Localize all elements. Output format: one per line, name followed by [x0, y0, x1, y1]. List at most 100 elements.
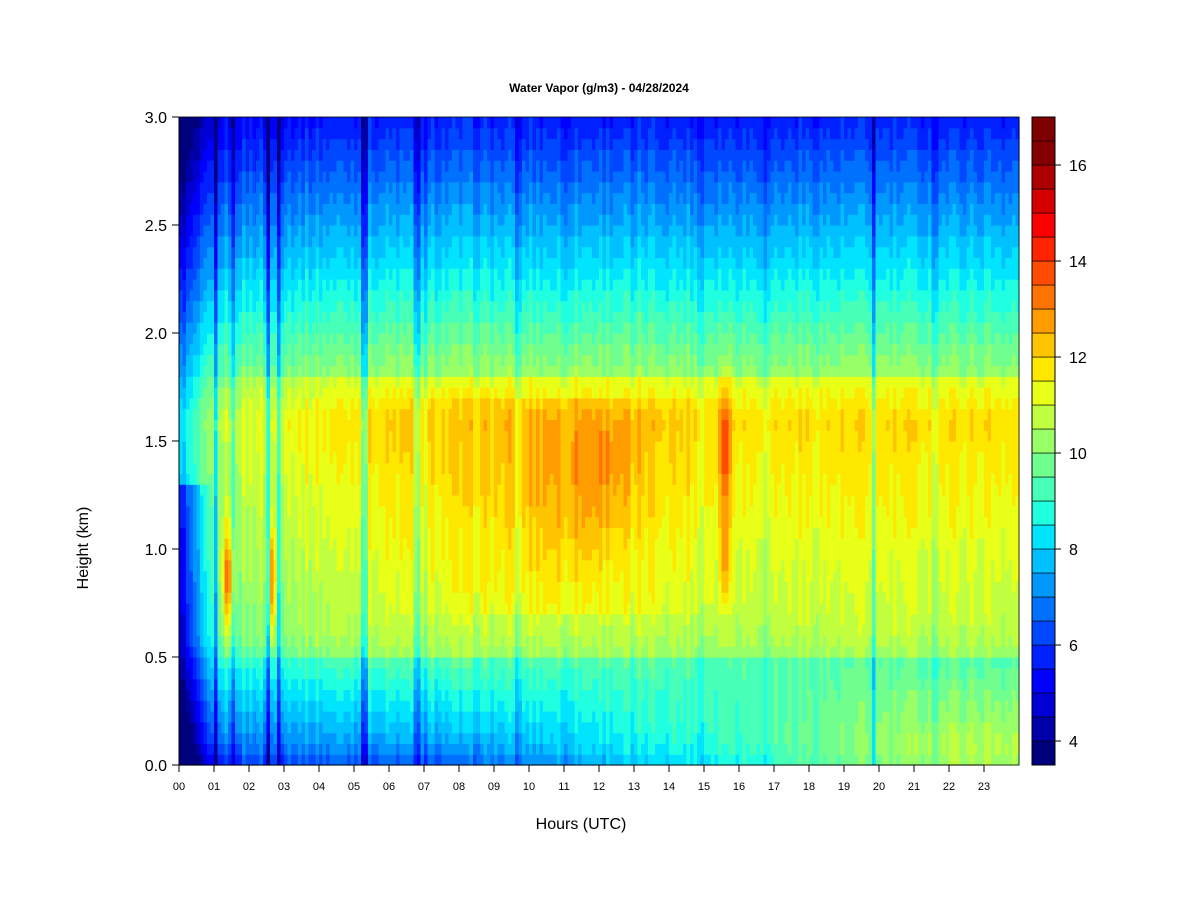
heatmap-cell — [315, 354, 320, 366]
heatmap-cell — [326, 732, 331, 744]
heatmap-cell — [315, 495, 320, 507]
heatmap-cell — [375, 365, 380, 377]
heatmap-cell — [336, 160, 341, 172]
heatmap-cell — [396, 441, 401, 453]
heatmap-cell — [256, 279, 261, 291]
heatmap-cell — [371, 311, 376, 323]
heatmap-cell — [406, 138, 411, 150]
heatmap-cell — [238, 451, 243, 464]
heatmap-cell — [431, 397, 436, 410]
heatmap-cell — [340, 646, 345, 658]
heatmap-cell — [249, 592, 254, 604]
heatmap-cell — [410, 279, 415, 291]
heatmap-cell — [343, 322, 348, 334]
heatmap-cell — [340, 311, 345, 323]
heatmap-cell — [336, 225, 341, 237]
heatmap-cell — [410, 171, 415, 183]
heatmap-cell — [319, 171, 324, 183]
heatmap-cell — [193, 214, 198, 226]
heatmap-cell — [329, 484, 334, 496]
heatmap-cell — [294, 700, 299, 712]
heatmap-cell — [231, 214, 236, 226]
heatmap-cell — [448, 635, 453, 647]
heatmap-cell — [235, 538, 240, 550]
heatmap-cell — [368, 581, 373, 593]
heatmap-cell — [403, 603, 408, 615]
heatmap-cell — [413, 333, 418, 345]
heatmap-cell — [263, 700, 268, 712]
heatmap-cell — [357, 549, 362, 561]
heatmap-cell — [266, 549, 271, 561]
heatmap-cell — [368, 451, 373, 464]
heatmap-cell — [277, 657, 282, 669]
heatmap-cell — [189, 311, 194, 323]
heatmap-cell — [284, 279, 289, 291]
heatmap-cell — [371, 138, 376, 150]
heatmap-cell — [203, 203, 208, 215]
heatmap-cell — [354, 149, 359, 161]
heatmap-cell — [420, 149, 425, 161]
heatmap-cell — [193, 473, 198, 485]
heatmap-cell — [287, 732, 292, 744]
heatmap-cell — [298, 214, 303, 226]
heatmap-cell — [340, 127, 345, 140]
heatmap-cell — [431, 570, 436, 582]
heatmap-cell — [364, 300, 369, 312]
heatmap-cell — [431, 289, 436, 302]
heatmap-cell — [459, 127, 464, 140]
heatmap-cell — [340, 289, 345, 302]
heatmap-cell — [420, 581, 425, 593]
heatmap-cell — [270, 603, 275, 615]
heatmap-cell — [368, 289, 373, 302]
heatmap-cell — [347, 376, 352, 388]
heatmap-cell — [368, 149, 373, 161]
heatmap-cell — [224, 754, 229, 766]
heatmap-cell — [406, 354, 411, 366]
heatmap-cell — [420, 214, 425, 226]
heatmap-cell — [417, 160, 422, 172]
heatmap-cell — [217, 754, 222, 766]
heatmap-cell — [420, 624, 425, 636]
heatmap-cell — [249, 441, 254, 453]
heatmap-cell — [364, 667, 369, 680]
heatmap-cell — [221, 754, 226, 766]
heatmap-cell — [438, 430, 443, 442]
heatmap-cell — [319, 419, 324, 431]
heatmap-cell — [312, 527, 317, 539]
heatmap-cell — [182, 397, 187, 410]
heatmap-cell — [354, 689, 359, 701]
heatmap-cell — [413, 419, 418, 431]
heatmap-cell — [434, 516, 439, 528]
heatmap-cell — [364, 581, 369, 593]
heatmap-cell — [273, 516, 278, 528]
heatmap-cell — [273, 397, 278, 410]
heatmap-cell — [452, 225, 457, 237]
heatmap-cell — [333, 484, 338, 496]
heatmap-cell — [420, 354, 425, 366]
heatmap-cell — [343, 289, 348, 302]
heatmap-cell — [210, 754, 215, 766]
heatmap-cell — [284, 570, 289, 582]
heatmap-cell — [277, 581, 282, 593]
heatmap-cell — [406, 495, 411, 507]
heatmap-cell — [228, 127, 233, 140]
heatmap-cell — [308, 592, 313, 604]
heatmap-cell — [294, 289, 299, 302]
heatmap-cell — [322, 657, 327, 669]
heatmap-cell — [399, 430, 404, 442]
heatmap-cell — [196, 646, 201, 658]
heatmap-cell — [417, 333, 422, 345]
heatmap-cell — [238, 268, 243, 280]
heatmap-cell — [231, 311, 236, 323]
heatmap-cell — [347, 592, 352, 604]
heatmap-cell — [252, 516, 257, 528]
heatmap-cell — [445, 754, 450, 766]
heatmap-cell — [252, 127, 257, 140]
heatmap-cell — [273, 635, 278, 647]
heatmap-cell — [193, 732, 198, 744]
heatmap-cell — [389, 700, 394, 712]
heatmap-cell — [343, 473, 348, 485]
heatmap-cell — [434, 397, 439, 410]
heatmap-cell — [252, 333, 257, 345]
heatmap-cell — [305, 451, 310, 464]
